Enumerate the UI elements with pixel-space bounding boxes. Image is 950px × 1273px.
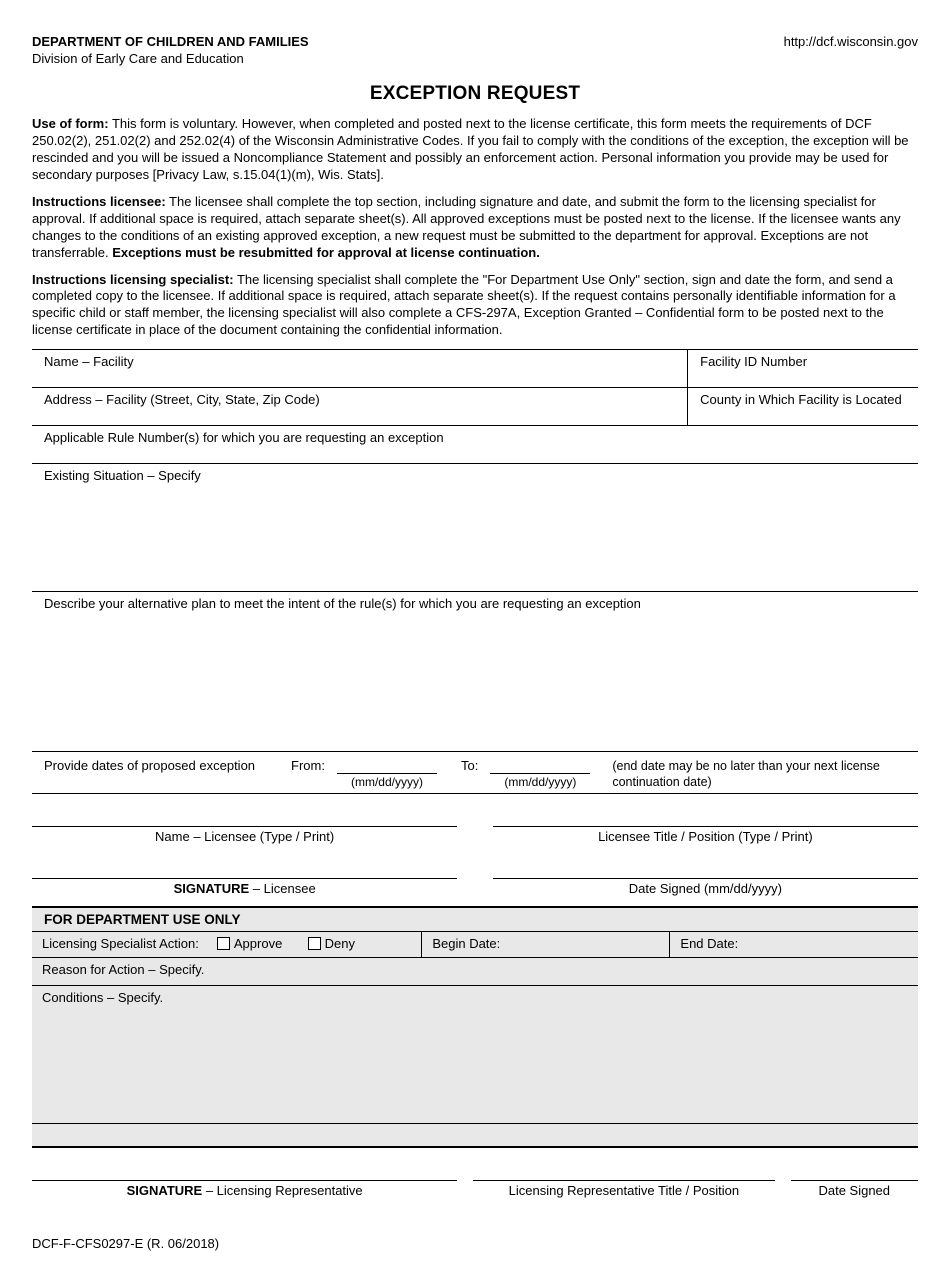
rep-title-blank[interactable]	[473, 1158, 774, 1180]
header-left: DEPARTMENT OF CHILDREN AND FAMILIES Divi…	[32, 34, 309, 68]
field-reason[interactable]: Reason for Action – Specify.	[32, 957, 918, 985]
field-address-facility[interactable]: Address – Facility (Street, City, State,…	[32, 388, 688, 426]
use-of-form-lead: Use of form:	[32, 116, 109, 131]
to-format: (mm/dd/yyyy)	[504, 775, 576, 791]
licensee-name-row: Name – Licensee (Type / Print) Licensee …	[32, 802, 918, 846]
dates-note: (end date may be no later than your next…	[612, 758, 918, 791]
field-conditions[interactable]: Conditions – Specify.	[32, 985, 918, 1123]
from-field[interactable]: (mm/dd/yyyy)	[333, 758, 441, 791]
rep-date-blank[interactable]	[791, 1158, 919, 1180]
use-of-form-body: This form is voluntary. However, when co…	[32, 116, 909, 182]
dept-blank-row	[32, 1123, 918, 1147]
licensee-signature-row: SIGNATURE – Licensee Date Signed (mm/dd/…	[32, 858, 918, 898]
deny-label: Deny	[325, 936, 355, 951]
rep-date-label: Date Signed	[791, 1180, 919, 1200]
field-name-facility[interactable]: Name – Facility	[32, 350, 688, 388]
to-blank[interactable]	[490, 758, 590, 774]
instructions-licensee-paragraph: Instructions licensee: The licensee shal…	[32, 194, 918, 262]
field-alternative-plan[interactable]: Describe your alternative plan to meet t…	[32, 592, 918, 752]
instructions-licensee-lead: Instructions licensee:	[32, 194, 166, 209]
dates-row-cell: Provide dates of proposed exception From…	[32, 752, 918, 794]
instructions-licensee-bold: Exceptions must be resubmitted for appro…	[112, 245, 540, 260]
form-page: DEPARTMENT OF CHILDREN AND FAMILIES Divi…	[0, 0, 950, 1273]
header-url: http://dcf.wisconsin.gov	[784, 34, 918, 51]
signature-rep-label: SIGNATURE – Licensing Representative	[32, 1180, 457, 1200]
dept-use-header: FOR DEPARTMENT USE ONLY	[32, 906, 918, 933]
department-name: DEPARTMENT OF CHILDREN AND FAMILIES	[32, 34, 309, 51]
end-date-label: End Date:	[680, 936, 738, 951]
name-licensee-blank[interactable]	[32, 802, 457, 826]
facility-table: Name – Facility Facility ID Number Addre…	[32, 349, 918, 794]
to-field[interactable]: (mm/dd/yyyy)	[486, 758, 594, 791]
instructions-specialist-lead: Instructions licensing specialist:	[32, 272, 234, 287]
begin-date-label: Begin Date:	[432, 936, 500, 951]
field-existing-situation[interactable]: Existing Situation – Specify	[32, 464, 918, 592]
form-title: EXCEPTION REQUEST	[32, 82, 918, 107]
form-footer: DCF-F-CFS0297-E (R. 06/2018)	[32, 1236, 918, 1253]
licensee-title-label: Licensee Title / Position (Type / Print)	[493, 826, 918, 846]
name-licensee-label: Name – Licensee (Type / Print)	[32, 826, 457, 846]
division-name: Division of Early Care and Education	[32, 51, 309, 68]
signature-rep-tail: – Licensing Representative	[202, 1183, 362, 1198]
dept-action-cell: Licensing Specialist Action: Approve Den…	[32, 932, 422, 957]
dept-signature-row: SIGNATURE – Licensing Representative Lic…	[32, 1158, 918, 1200]
approve-checkbox[interactable]	[217, 937, 230, 950]
field-facility-id[interactable]: Facility ID Number	[688, 350, 918, 388]
signature-rep-blank[interactable]	[32, 1158, 457, 1180]
dates-row: Provide dates of proposed exception From…	[32, 752, 918, 793]
from-blank[interactable]	[337, 758, 437, 774]
use-of-form-paragraph: Use of form: This form is voluntary. How…	[32, 116, 918, 184]
deny-checkbox[interactable]	[308, 937, 321, 950]
header-row: DEPARTMENT OF CHILDREN AND FAMILIES Divi…	[32, 34, 918, 68]
licensee-title-blank[interactable]	[493, 802, 918, 826]
field-county[interactable]: County in Which Facility is Located	[688, 388, 918, 426]
rep-title-label: Licensing Representative Title / Positio…	[473, 1180, 774, 1200]
action-label: Licensing Specialist Action:	[42, 936, 199, 951]
approve-label: Approve	[234, 936, 282, 951]
date-signed-blank[interactable]	[493, 858, 918, 878]
end-date-cell[interactable]: End Date:	[670, 932, 918, 957]
signature-licensee-tail: – Licensee	[249, 881, 316, 896]
signature-licensee-lead: SIGNATURE	[174, 881, 250, 896]
signature-licensee-label: SIGNATURE – Licensee	[32, 878, 457, 898]
dates-label: Provide dates of proposed exception	[32, 758, 255, 775]
signature-licensee-blank[interactable]	[32, 858, 457, 878]
instructions-specialist-paragraph: Instructions licensing specialist: The l…	[32, 272, 918, 340]
dept-table: Licensing Specialist Action: Approve Den…	[32, 932, 918, 1148]
field-applicable-rule[interactable]: Applicable Rule Number(s) for which you …	[32, 426, 918, 464]
from-format: (mm/dd/yyyy)	[351, 775, 423, 791]
signature-rep-lead: SIGNATURE	[127, 1183, 203, 1198]
begin-date-cell[interactable]: Begin Date:	[422, 932, 670, 957]
from-label: From:	[291, 758, 325, 775]
date-signed-label: Date Signed (mm/dd/yyyy)	[493, 878, 918, 898]
to-label: To:	[461, 758, 478, 775]
